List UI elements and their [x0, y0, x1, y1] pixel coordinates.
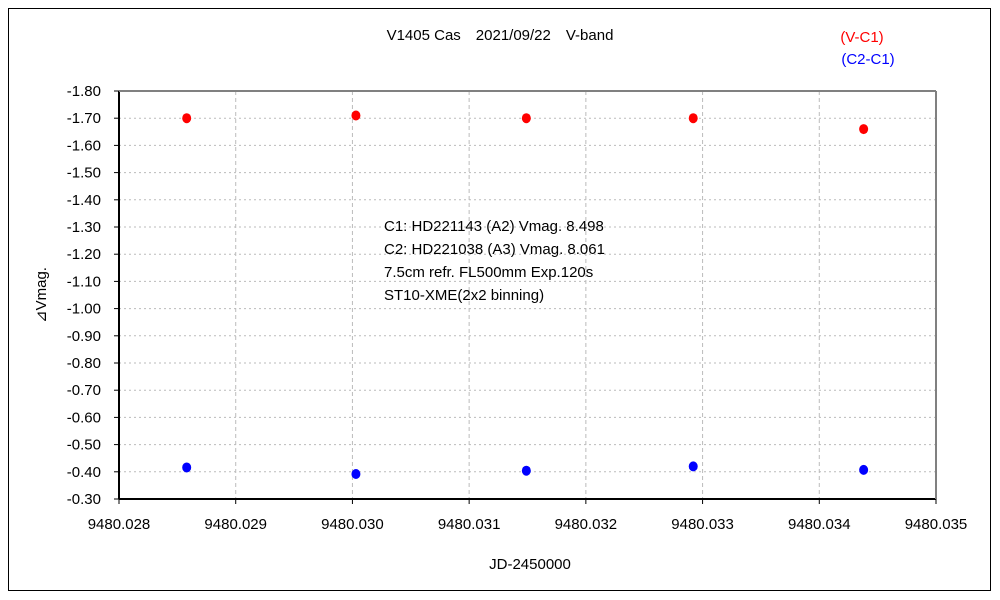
- data-point-v-c1: [521, 113, 531, 124]
- y-tick-label: -0.60: [67, 409, 101, 426]
- data-point-v-c1: [688, 113, 698, 124]
- chart-frame: [8, 8, 991, 591]
- x-tick-label: 9480.031: [438, 516, 501, 533]
- x-tick-label: 9480.034: [788, 516, 851, 533]
- data-point-v-c1: [859, 124, 869, 135]
- data-point-v-c1: [351, 110, 361, 121]
- y-tick-label: -1.30: [67, 219, 101, 236]
- y-tick-label: -0.50: [67, 437, 101, 454]
- y-tick-label: -1.50: [67, 165, 101, 182]
- x-tick-label: 9480.030: [321, 516, 384, 533]
- y-tick-label: -1.80: [67, 83, 101, 100]
- y-tick-label: -0.80: [67, 355, 101, 372]
- legend-v-c1: (V-C1): [840, 29, 883, 46]
- x-tick-label: 9480.035: [905, 516, 968, 533]
- data-point-v-c1: [182, 113, 192, 124]
- y-tick-label: -1.00: [67, 301, 101, 318]
- data-point-c2-c1: [859, 464, 869, 475]
- chart-title: V1405 Cas 2021/09/22 V-band: [387, 27, 614, 44]
- annotation-line: C1: HD221143 (A2) Vmag. 8.498: [384, 218, 604, 235]
- y-tick-label: -1.40: [67, 192, 101, 209]
- legend-c2-c1: (C2-C1): [841, 51, 894, 68]
- y-tick-label: -1.60: [67, 137, 101, 154]
- y-tick-label: -0.70: [67, 382, 101, 399]
- annotation-line: 7.5cm refr. FL500mm Exp.120s: [384, 264, 593, 281]
- x-tick-label: 9480.029: [204, 516, 267, 533]
- y-tick-label: -0.30: [67, 491, 101, 508]
- x-tick-label: 9480.028: [88, 516, 151, 533]
- y-tick-label: -0.90: [67, 328, 101, 345]
- y-tick-label: -1.20: [67, 246, 101, 263]
- data-point-c2-c1: [182, 462, 192, 473]
- data-point-c2-c1: [521, 465, 531, 476]
- x-tick-label: 9480.032: [555, 516, 618, 533]
- annotation-line: C2: HD221038 (A3) Vmag. 8.061: [384, 241, 605, 258]
- y-tick-label: -0.40: [67, 464, 101, 481]
- x-axis-label: JD-2450000: [489, 556, 571, 573]
- x-tick-label: 9480.033: [671, 516, 734, 533]
- y-axis-label: ⊿Vmag.: [33, 267, 50, 323]
- plot-area: [119, 91, 936, 499]
- data-point-c2-c1: [351, 468, 361, 479]
- y-tick-label: -1.70: [67, 110, 101, 127]
- y-tick-label: -1.10: [67, 273, 101, 290]
- annotation-line: ST10-XME(2x2 binning): [384, 287, 544, 304]
- data-point-c2-c1: [688, 461, 698, 472]
